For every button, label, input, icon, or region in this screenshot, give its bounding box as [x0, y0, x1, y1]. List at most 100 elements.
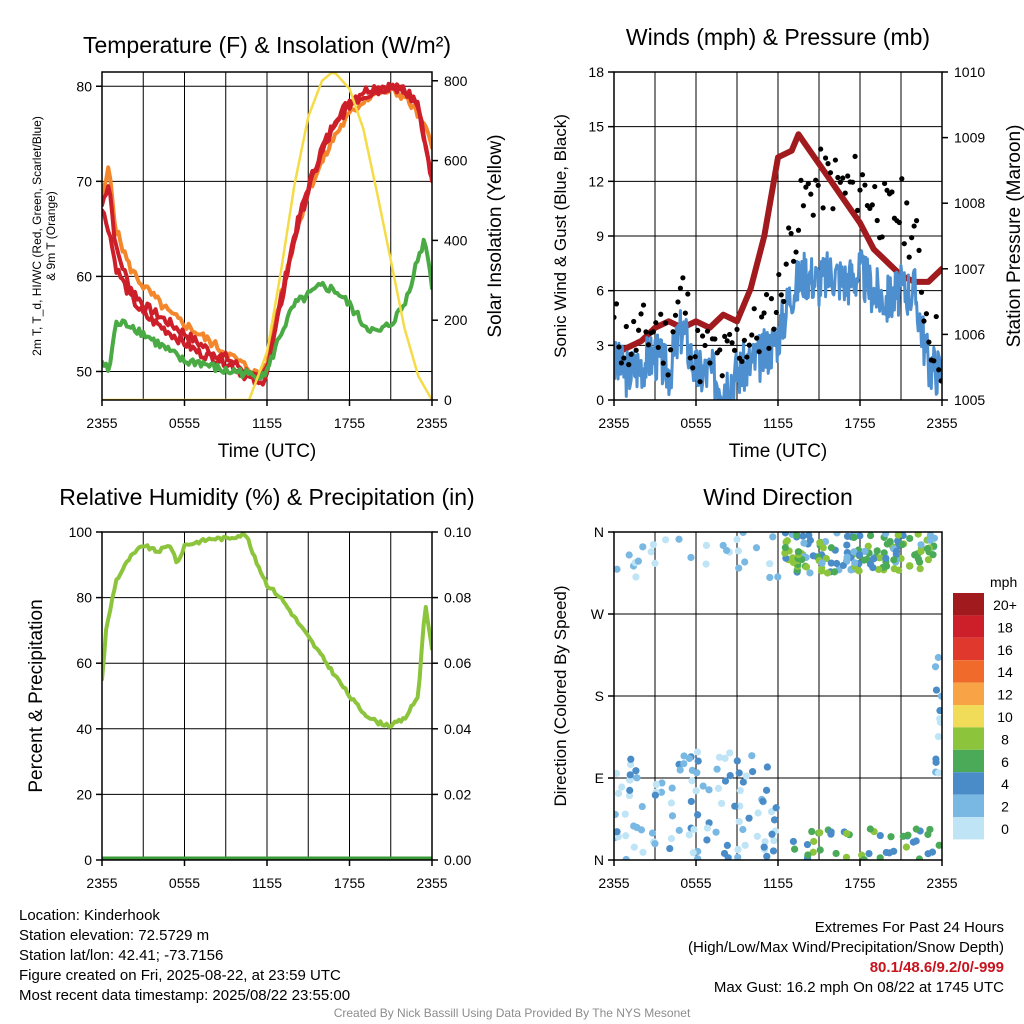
- chart-panel-4: N E S W N 2355 0555 1155 1755 2355 Wind Direction D…: [551, 484, 1017, 891]
- gust-point: [830, 206, 836, 212]
- direction-point: [693, 748, 702, 756]
- direction-point: [882, 554, 890, 562]
- direction-point: [618, 783, 626, 791]
- gust-point: [655, 344, 661, 351]
- gust-point: [621, 355, 627, 361]
- legend-swatch: [953, 682, 984, 705]
- direction-point: [769, 533, 777, 541]
- gust-point: [670, 329, 676, 335]
- gust-point: [759, 314, 765, 320]
- direction-point: [810, 837, 818, 846]
- gust-point: [695, 327, 701, 334]
- direction-point: [626, 771, 634, 779]
- chart-panel-2: 0 3 6 9 12 15 18 1005 1006 1007 1008 1009 1010 2355 05…: [551, 24, 1024, 462]
- chart-panel-3: 0 20 40 60 80 100 0.00 0.02 0.04 0.06 0.08 0.10 2355…: [26, 484, 475, 891]
- direction-point: [937, 692, 942, 700]
- legend-swatch: [953, 817, 984, 840]
- y-tick-label: 70: [76, 173, 92, 189]
- x-tick-label: 0555: [169, 875, 200, 891]
- gust-point: [618, 360, 624, 366]
- y-tick-label: 18: [588, 64, 604, 80]
- chart-title: Wind Direction: [703, 484, 853, 510]
- gust-point: [638, 311, 644, 317]
- x-tick-label: 0555: [169, 415, 200, 431]
- direction-point: [882, 562, 891, 570]
- gust-point: [790, 258, 797, 264]
- direction-point: [614, 828, 621, 836]
- gust-point: [916, 247, 922, 253]
- location-text: Location: Kinderhook: [19, 907, 160, 924]
- gust-point: [682, 310, 688, 316]
- direction-point: [892, 547, 901, 555]
- direction-point: [763, 763, 771, 771]
- direction-point: [632, 767, 640, 775]
- direction-point: [762, 786, 771, 794]
- direction-point: [713, 765, 721, 773]
- direction-point: [885, 849, 893, 857]
- direction-point: [658, 779, 666, 787]
- x-tick-label: 1155: [763, 415, 793, 431]
- direction-point: [734, 845, 742, 854]
- y-tick-label: N: [594, 524, 604, 540]
- gust-point: [837, 179, 843, 185]
- gust-point: [677, 285, 684, 291]
- legend-swatch: [953, 593, 984, 616]
- y-tick-label: N: [594, 852, 604, 868]
- x-tick-label: 0555: [680, 875, 711, 891]
- direction-point: [851, 559, 859, 567]
- gust-point: [749, 332, 755, 338]
- legend-label: 10: [997, 709, 1013, 725]
- y-axis-label: Sonic Wind & Gust (Blue, Black): [551, 114, 570, 358]
- direction-point: [692, 787, 700, 795]
- direction-point: [753, 832, 761, 840]
- gust-point: [778, 292, 784, 298]
- legend-swatch: [953, 705, 984, 728]
- direction-point: [890, 556, 898, 564]
- plot-frame: [101, 531, 433, 861]
- direction-point: [736, 802, 744, 810]
- gust-point: [623, 323, 629, 330]
- direction-point: [739, 778, 747, 786]
- series-line: [614, 131, 942, 358]
- direction-point: [733, 535, 741, 544]
- y-right-tick-label: 1005: [954, 392, 985, 408]
- direction-point: [630, 843, 638, 851]
- gust-point: [882, 180, 888, 187]
- y-tick-label: 100: [69, 524, 93, 540]
- direction-point: [827, 544, 836, 552]
- y-tick-label: 6: [596, 283, 604, 299]
- direction-point: [822, 554, 830, 563]
- x-tick-label: 1155: [252, 875, 282, 891]
- speed-legend: mph 20+ 18 16 14 12 10 8 6 4 2 0: [953, 574, 1017, 840]
- direction-point: [926, 536, 934, 544]
- x-tick-label: 2355: [598, 875, 629, 891]
- gust-point: [665, 372, 671, 378]
- y-tick-label: W: [591, 606, 605, 622]
- gust-point: [731, 347, 738, 353]
- direction-point: [924, 830, 932, 839]
- direction-point: [748, 752, 756, 760]
- y-right-tick-label: 0.06: [444, 655, 471, 671]
- direction-point: [721, 777, 730, 785]
- y-right-tick-label: 1007: [954, 261, 985, 277]
- direction-point: [652, 780, 660, 789]
- gust-point: [788, 230, 794, 237]
- gust-point: [717, 347, 723, 353]
- legend-label: 14: [997, 664, 1013, 680]
- gust-point: [702, 342, 708, 349]
- y-right-tick-label: 800: [444, 73, 468, 89]
- gust-point: [756, 349, 762, 355]
- y-right-axis-label: Solar Insolation (Yellow): [485, 134, 506, 337]
- direction-point: [633, 774, 641, 782]
- direction-point: [699, 782, 707, 790]
- direction-point: [880, 549, 888, 557]
- direction-point: [934, 653, 942, 662]
- direction-point: [923, 544, 932, 553]
- direction-point: [866, 532, 875, 540]
- direction-point: [898, 540, 906, 549]
- direction-point: [703, 824, 712, 832]
- direction-point: [887, 833, 895, 841]
- direction-point: [724, 854, 732, 860]
- chart-title: Relative Humidity (%) & Precipitation (i…: [59, 484, 474, 510]
